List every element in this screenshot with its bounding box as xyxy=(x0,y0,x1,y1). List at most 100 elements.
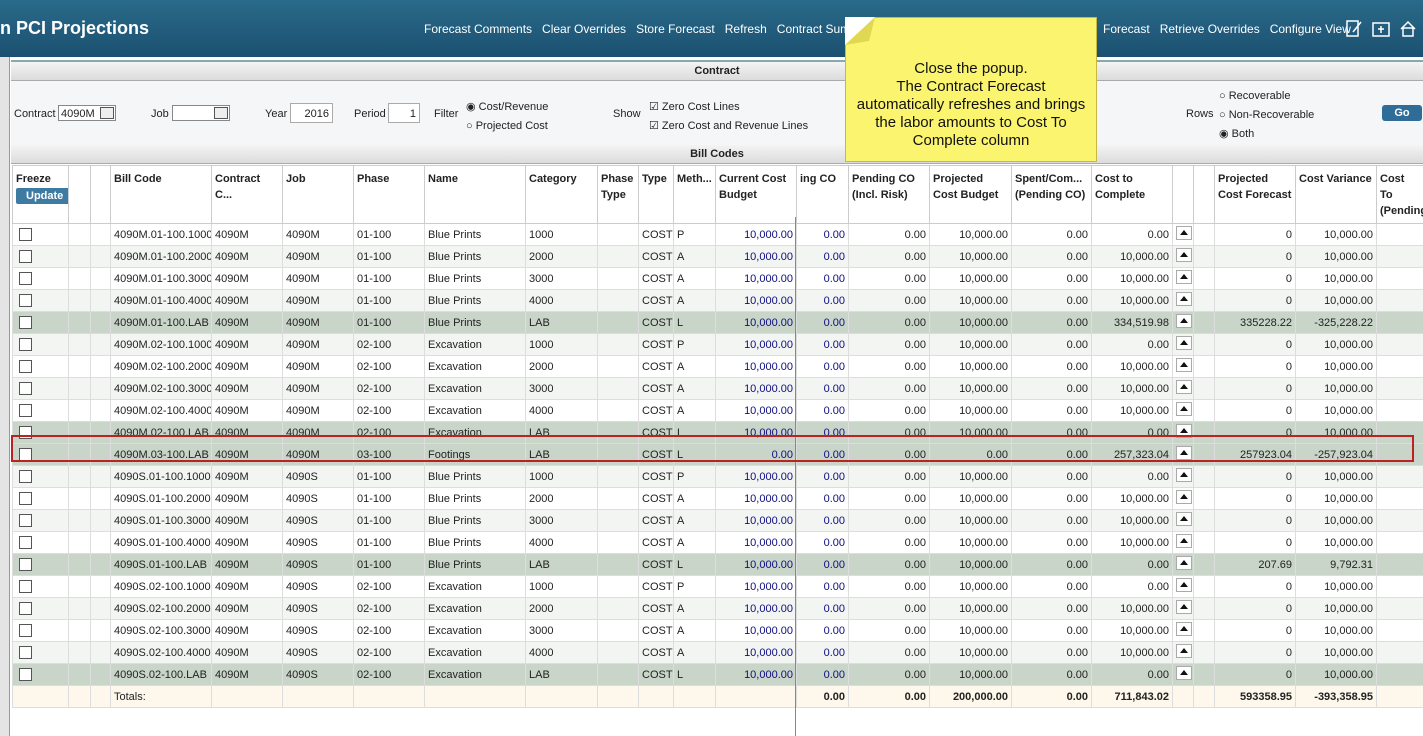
expand-button[interactable] xyxy=(1176,622,1192,636)
row-checkbox[interactable] xyxy=(19,470,32,483)
checkbox-option[interactable]: ☑ Zero Cost and Revenue Lines xyxy=(649,120,809,132)
row-checkbox[interactable] xyxy=(19,360,32,373)
expand-button[interactable] xyxy=(1176,336,1192,350)
row-checkbox[interactable] xyxy=(19,228,32,241)
column-header: Phase xyxy=(353,165,425,224)
table-cell xyxy=(1193,267,1215,290)
checkbox-option[interactable]: ☑ Zero Cost Lines xyxy=(649,101,740,113)
row-checkbox[interactable] xyxy=(19,294,32,307)
table-cell: LAB xyxy=(525,421,598,444)
table-cell xyxy=(1376,663,1423,686)
table-cell xyxy=(90,619,111,642)
expand-button[interactable] xyxy=(1176,248,1192,262)
table-cell: 10,000.00 xyxy=(929,333,1012,356)
table-cell: 01-100 xyxy=(353,553,425,576)
expand-button[interactable] xyxy=(1176,468,1192,482)
job-select[interactable] xyxy=(172,105,230,121)
nav-link[interactable]: Refresh xyxy=(724,22,767,36)
row-checkbox[interactable] xyxy=(19,404,32,417)
expand-button[interactable] xyxy=(1176,446,1192,460)
table-cell: 0.00 xyxy=(796,487,849,510)
nav-link[interactable]: Retrieve Overrides xyxy=(1159,22,1260,36)
home-icon[interactable] xyxy=(1400,20,1416,37)
nav-link[interactable]: Forecast xyxy=(1103,22,1150,36)
expand-button[interactable] xyxy=(1176,644,1192,658)
expand-button[interactable] xyxy=(1176,600,1192,614)
table-cell xyxy=(90,355,111,378)
expand-button[interactable] xyxy=(1176,292,1192,306)
table-cell xyxy=(597,487,639,510)
table-cell: 0.00 xyxy=(1091,223,1173,246)
table-row: 4090M.02-100.1000 4090M 4090M 02-100 Excavat… xyxy=(12,333,1423,356)
table-cell xyxy=(1376,575,1423,598)
table-cell: 10,000.00 xyxy=(715,641,797,664)
table-cell: 10,000.00 xyxy=(1295,333,1377,356)
table-cell: 0.00 xyxy=(796,619,849,642)
radio-option[interactable]: ○ Non-Recoverable xyxy=(1219,109,1315,121)
table-cell: 02-100 xyxy=(353,399,425,422)
contract-select[interactable]: 4090M xyxy=(58,105,116,121)
period-input[interactable]: 1 xyxy=(388,103,420,123)
row-checkbox[interactable] xyxy=(19,624,32,637)
expand-button[interactable] xyxy=(1176,490,1192,504)
table-cell xyxy=(68,619,91,642)
row-checkbox[interactable] xyxy=(19,580,32,593)
row-checkbox[interactable] xyxy=(19,514,32,527)
nav-link[interactable]: Configure View xyxy=(1269,22,1351,36)
table-cell xyxy=(1172,377,1194,400)
table-cell: 4090M xyxy=(211,553,283,576)
expand-button[interactable] xyxy=(1176,402,1192,416)
row-checkbox[interactable] xyxy=(19,558,32,571)
expand-button[interactable] xyxy=(1176,578,1192,592)
go-button[interactable]: Go xyxy=(1382,105,1422,121)
row-checkbox[interactable] xyxy=(19,316,32,329)
expand-button[interactable] xyxy=(1176,270,1192,284)
row-checkbox[interactable] xyxy=(19,338,32,351)
radio-option[interactable]: ◉ Both xyxy=(1219,128,1255,140)
update-button[interactable]: Update xyxy=(16,188,68,204)
table-cell: 01-100 xyxy=(353,289,425,312)
table-cell xyxy=(597,267,639,290)
table-cell: 3000 xyxy=(525,509,598,532)
table-cell: 0.00 xyxy=(848,553,930,576)
year-input[interactable]: 2016 xyxy=(290,103,333,123)
expand-button[interactable] xyxy=(1176,314,1192,328)
expand-button[interactable] xyxy=(1176,534,1192,548)
radio-option[interactable]: ○ Projected Cost xyxy=(466,120,548,132)
expand-button[interactable] xyxy=(1176,512,1192,526)
radio-option[interactable]: ○ Recoverable xyxy=(1219,90,1291,102)
expand-button[interactable] xyxy=(1176,424,1192,438)
table-cell xyxy=(90,685,111,708)
radio-option[interactable]: ◉ Cost/Revenue xyxy=(466,101,549,113)
expand-button[interactable] xyxy=(1176,556,1192,570)
edit-icon[interactable] xyxy=(1346,20,1362,37)
table-cell: 10,000.00 xyxy=(1091,531,1173,554)
table-cell: 0.00 xyxy=(848,465,930,488)
table-row: 4090M.02-100.LAB 4090M 4090M 02-100 Excavati… xyxy=(12,421,1423,444)
folder-icon[interactable] xyxy=(1372,22,1390,37)
row-checkbox[interactable] xyxy=(19,272,32,285)
table-cell: 4090S.01-100.LAB xyxy=(110,553,212,576)
row-checkbox[interactable] xyxy=(19,382,32,395)
table-row: 4090S.01-100.LAB 4090M 4090S 01-100 Blue Pri… xyxy=(12,553,1423,576)
label: Contract xyxy=(14,108,56,120)
expand-button[interactable] xyxy=(1176,226,1192,240)
row-checkbox[interactable] xyxy=(19,492,32,505)
row-checkbox[interactable] xyxy=(19,250,32,263)
row-checkbox[interactable] xyxy=(19,668,32,681)
row-checkbox[interactable] xyxy=(19,602,32,615)
nav-link[interactable]: Forecast Comments xyxy=(424,22,533,36)
table-cell: 0.00 xyxy=(1011,333,1092,356)
table-row: 4090S.01-100.4000 4090M 4090S 01-100 Blue Pr… xyxy=(12,531,1423,554)
table-cell: A xyxy=(673,641,716,664)
arrow-icon xyxy=(1180,626,1188,631)
expand-button[interactable] xyxy=(1176,380,1192,394)
row-checkbox[interactable] xyxy=(19,646,32,659)
table-cell: 0.00 xyxy=(848,531,930,554)
expand-button[interactable] xyxy=(1176,666,1192,680)
expand-button[interactable] xyxy=(1176,358,1192,372)
nav-link[interactable]: Store Forecast xyxy=(636,22,715,36)
table-cell: 0.00 xyxy=(848,267,930,290)
row-checkbox[interactable] xyxy=(19,536,32,549)
nav-link[interactable]: Clear Overrides xyxy=(542,22,627,36)
